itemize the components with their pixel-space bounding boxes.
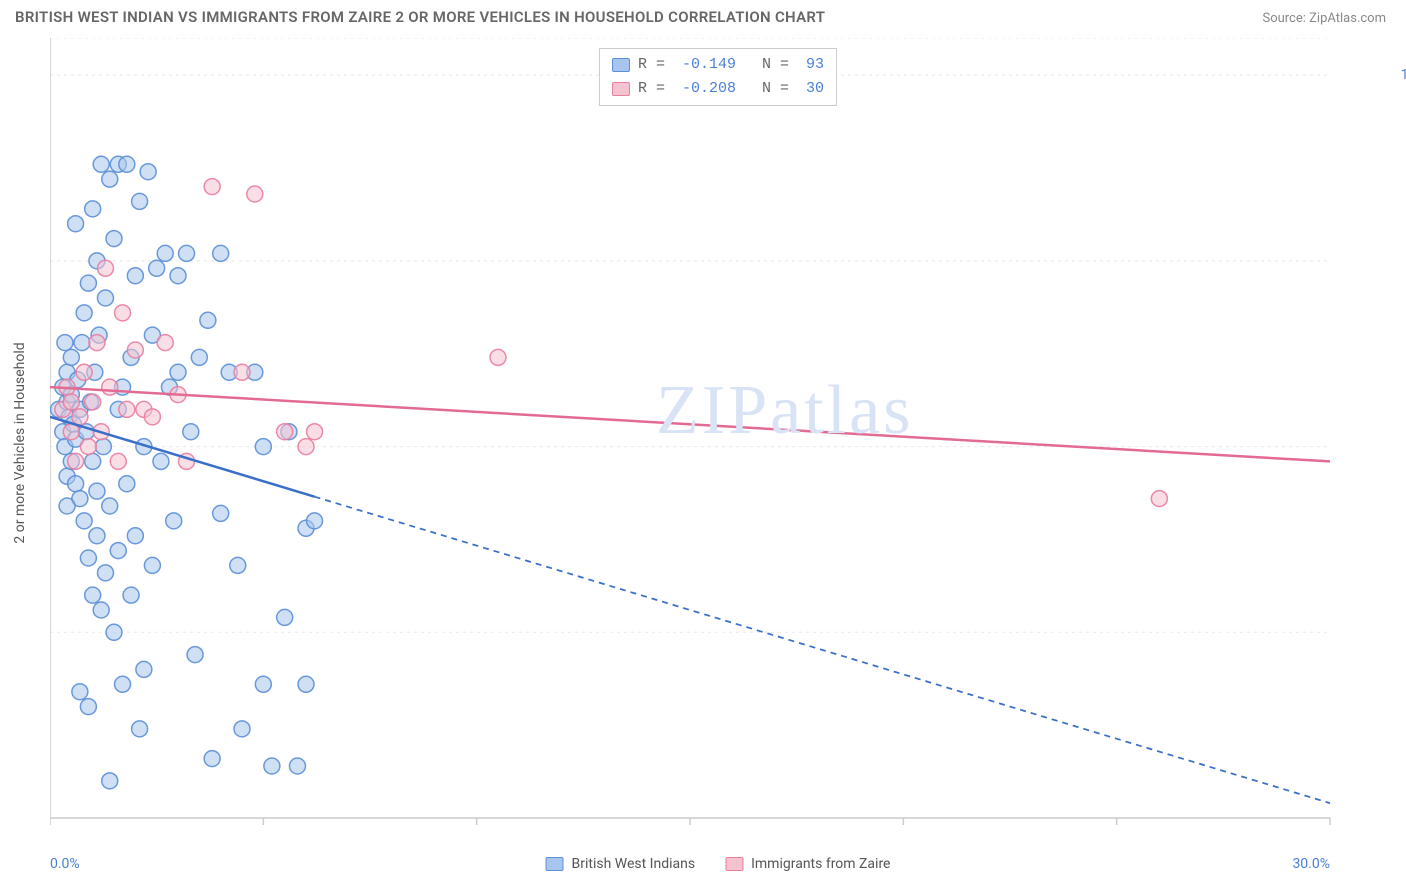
header: BRITISH WEST INDIAN VS IMMIGRANTS FROM Z… (0, 0, 1406, 32)
x-tick-label: 30.0% (1292, 856, 1330, 872)
stat-n-label: N = (744, 53, 798, 77)
legend-swatch (612, 82, 630, 96)
stat-r-value: -0.149 (682, 53, 736, 77)
stat-r-label: R = (638, 53, 674, 77)
stat-n-label: N = (744, 77, 798, 101)
y-tick-label: 100.0% (1401, 67, 1406, 83)
stat-n-value: 30 (806, 77, 824, 101)
chart-svg (50, 38, 1386, 848)
legend-label: British West Indians (572, 856, 696, 872)
y-axis-label: 2 or more Vehicles in Household (12, 342, 28, 543)
chart-title: BRITISH WEST INDIAN VS IMMIGRANTS FROM Z… (15, 8, 825, 26)
correlation-chart: 2 or more Vehicles in Household ZIPatlas… (50, 38, 1386, 848)
stat-n-value: 93 (806, 53, 824, 77)
stats-legend: R = -0.149 N = 93R = -0.208 N = 30 (599, 48, 837, 106)
legend-swatch (546, 857, 564, 871)
stats-row: R = -0.149 N = 93 (612, 53, 824, 77)
legend-item: British West Indians (546, 856, 696, 872)
stat-r-value: -0.208 (682, 77, 736, 101)
stat-r-label: R = (638, 77, 674, 101)
legend-swatch (725, 857, 743, 871)
x-tick-label: 0.0% (50, 856, 80, 872)
source-label: Source: ZipAtlas.com (1262, 11, 1386, 26)
series-legend: British West Indians Immigrants from Zair… (546, 856, 891, 872)
stats-row: R = -0.208 N = 30 (612, 77, 824, 101)
legend-swatch (612, 58, 630, 72)
legend-label: Immigrants from Zaire (751, 856, 890, 872)
legend-item: Immigrants from Zaire (725, 856, 890, 872)
